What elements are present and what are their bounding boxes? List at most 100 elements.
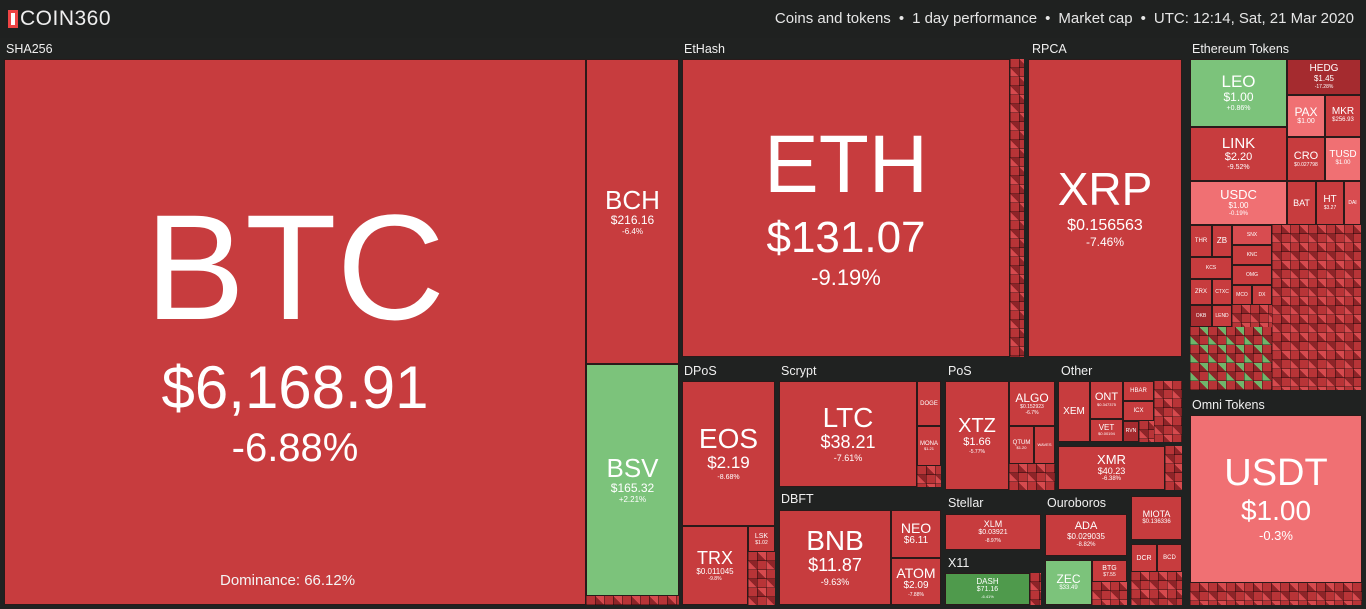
coin-tile-bsv[interactable]: BSV $165.32 +2.21% [586,364,679,596]
small-tokens-mosaic[interactable] [1190,327,1272,390]
view-filters: Coins and tokens • 1 day performance • M… [775,10,1354,27]
coin-tile-link[interactable]: LINK $2.20 -9.52% [1190,127,1287,181]
small-coins-mosaic[interactable] [748,552,775,605]
filter-metric[interactable]: Market cap [1058,10,1133,27]
coin-symbol: DAI [1348,199,1357,206]
small-coins-mosaic[interactable] [1092,582,1127,605]
coin-tile-ltc[interactable]: LTC $38.21 -7.61% [779,381,917,487]
coin-tile-leo[interactable]: LEO $1.00 +0.86% [1190,59,1287,127]
coin-tile-bnb[interactable]: BNB $11.87 -9.63% [779,510,891,605]
coin-tile-ont[interactable]: ONT $0.347375 [1090,381,1123,419]
coin-tile-small[interactable]: LEND [1212,305,1232,327]
coin-tile-btc[interactable]: BTC $6,168.91 -6.88% [4,59,586,605]
small-coins-mosaic[interactable] [1030,573,1041,605]
coin-tile-rvn[interactable]: RVN [1123,421,1139,442]
coin-tile-hbar[interactable]: HBAR [1123,381,1154,401]
coin-tile-bat[interactable]: BAT [1287,181,1316,225]
group-label-ouroboros: Ouroboros [1047,496,1107,510]
coin-tile-small[interactable]: OMG [1232,265,1272,285]
coin-tile-lsk[interactable]: LSK $1.02 [748,526,775,552]
coin-tile-ada[interactable]: ADA $0.029035 -8.82% [1045,514,1127,556]
coin-symbol: ETH [764,119,928,211]
coin-change: -0.19% [1228,210,1248,217]
coin-tile-xrp[interactable]: XRP $0.156563 -7.46% [1028,59,1182,357]
coin-tile-doge[interactable]: DOGE [917,381,941,426]
coin-tile-miota[interactable]: MIOTA $0.136336 [1131,496,1182,540]
coin-tile-small[interactable]: SNX [1232,225,1272,245]
coin-tile-trx[interactable]: TRX $0.011045 -9.8% [682,526,748,605]
small-tokens-mosaic[interactable] [1190,583,1362,605]
coin-symbol: EOS [698,423,759,455]
coin-price: $2.20 [1224,150,1253,163]
small-coins-mosaic[interactable] [1009,464,1055,490]
coin-symbol: BCD [1163,555,1176,561]
small-coins-mosaic[interactable] [586,596,679,605]
coin-tile-atom[interactable]: ATOM $2.09 -7.88% [891,558,941,605]
coin-tile-tusd[interactable]: TUSD $1.00 [1325,137,1361,181]
coin-tile-vet[interactable]: VET $0.00194 [1090,419,1123,442]
coin360-logo[interactable]: COIN360 [8,7,111,30]
coin-tile-hedg[interactable]: HEDG $1.45 -17.28% [1287,59,1361,95]
coin-price: $1.20 [1016,444,1027,450]
coin-symbol: XEM [1063,405,1085,417]
coin-tile-xem[interactable]: XEM [1058,381,1090,442]
small-tokens-mosaic[interactable] [1272,225,1361,390]
coin-tile-neo[interactable]: NEO $6.11 [891,510,941,558]
small-coins-mosaic[interactable] [1165,446,1182,490]
coin-tile-small[interactable]: THR [1190,225,1212,257]
coin-symbol: HBAR [1130,388,1147,394]
coin-tile-xlm[interactable]: XLM $0.03921 -8.97% [945,514,1041,550]
coin-tile-dash[interactable]: DASH $71.16 -6.41% [945,573,1030,605]
coin-symbol: CRO [1293,149,1319,162]
separator-dot: • [1045,10,1051,27]
small-coins-mosaic[interactable] [1154,381,1182,442]
coin-tile-small[interactable]: ZRX [1190,279,1212,305]
coin-tile-small[interactable]: KCS [1190,257,1232,279]
coin-symbol: ZEC [1056,571,1081,586]
coin-tile-zec[interactable]: ZEC $33.49 [1045,560,1092,605]
coin-tile-mona[interactable]: MONA $1.21 [917,426,941,466]
coin-tile-bcd[interactable]: BCD [1157,544,1182,572]
small-coins-mosaic[interactable] [1010,59,1024,357]
coin-tile-ht[interactable]: HT $3.27 [1316,181,1344,225]
group-label-omni-tokens: Omni Tokens [1192,398,1265,412]
coin-tile-xmr[interactable]: XMR $40.23 -6.38% [1058,446,1165,490]
coin-tile-small[interactable]: ZB [1212,225,1232,257]
coin-symbol: BSV [606,453,659,483]
coin-tile-eth[interactable]: ETH $131.07 -9.19% [682,59,1010,357]
coin-symbol: LTC [822,401,874,433]
coin-tile-bch[interactable]: BCH $216.16 -6.4% [586,59,679,364]
small-coins-mosaic[interactable] [917,466,941,487]
coin-tile-dcr[interactable]: DCR [1131,544,1157,572]
filter-coins-and-tokens[interactable]: Coins and tokens [774,10,891,27]
coin-price: $2.19 [707,453,750,473]
coin-tile-dai[interactable]: DAI [1344,181,1361,225]
group-label-scrypt: Scrypt [781,364,817,378]
coin-tile-small[interactable]: KNC [1232,245,1272,265]
coin-tile-cro[interactable]: CRO $0.027798 [1287,137,1325,181]
coin-tile-waves[interactable]: WAVES [1034,426,1055,464]
coin-tile-small[interactable]: CTXC [1212,279,1232,305]
coin-tile-mkr[interactable]: MKR $256.93 [1325,95,1361,137]
coin-change: -7.88% [908,591,924,598]
coin-tile-small[interactable]: OKB [1190,305,1212,327]
small-coins-mosaic[interactable] [1139,421,1154,442]
coin-tile-small[interactable]: MCO [1232,285,1252,305]
coin-tile-eos[interactable]: EOS $2.19 -8.68% [682,381,775,526]
coin-symbol: DASH [976,577,999,587]
filter-period[interactable]: 1 day performance [912,10,1038,27]
coin-tile-icx[interactable]: ICX [1123,401,1154,421]
coin-tile-usdt[interactable]: USDT $1.00 -0.3% [1190,415,1362,583]
small-coins-mosaic[interactable] [1131,572,1182,605]
coin-tile-pax[interactable]: PAX $1.00 [1287,95,1325,137]
small-tokens-mosaic[interactable] [1232,305,1272,327]
coin-tile-algo[interactable]: ALGO $0.152923 -6.7% [1009,381,1055,426]
coin-tile-qtum[interactable]: QTUM $1.20 [1009,426,1034,464]
coin-tile-xtz[interactable]: XTZ $1.66 -5.77% [945,381,1009,490]
coin-change: -7.61% [833,453,863,464]
coin-symbol: XRP [1057,163,1153,216]
coin-tile-small[interactable]: DX [1252,285,1272,305]
coin-change: -6.88% [231,426,359,470]
coin-tile-btg[interactable]: BTG $7.55 [1092,560,1127,582]
coin-tile-usdc[interactable]: USDC $1.00 -0.19% [1190,181,1287,225]
